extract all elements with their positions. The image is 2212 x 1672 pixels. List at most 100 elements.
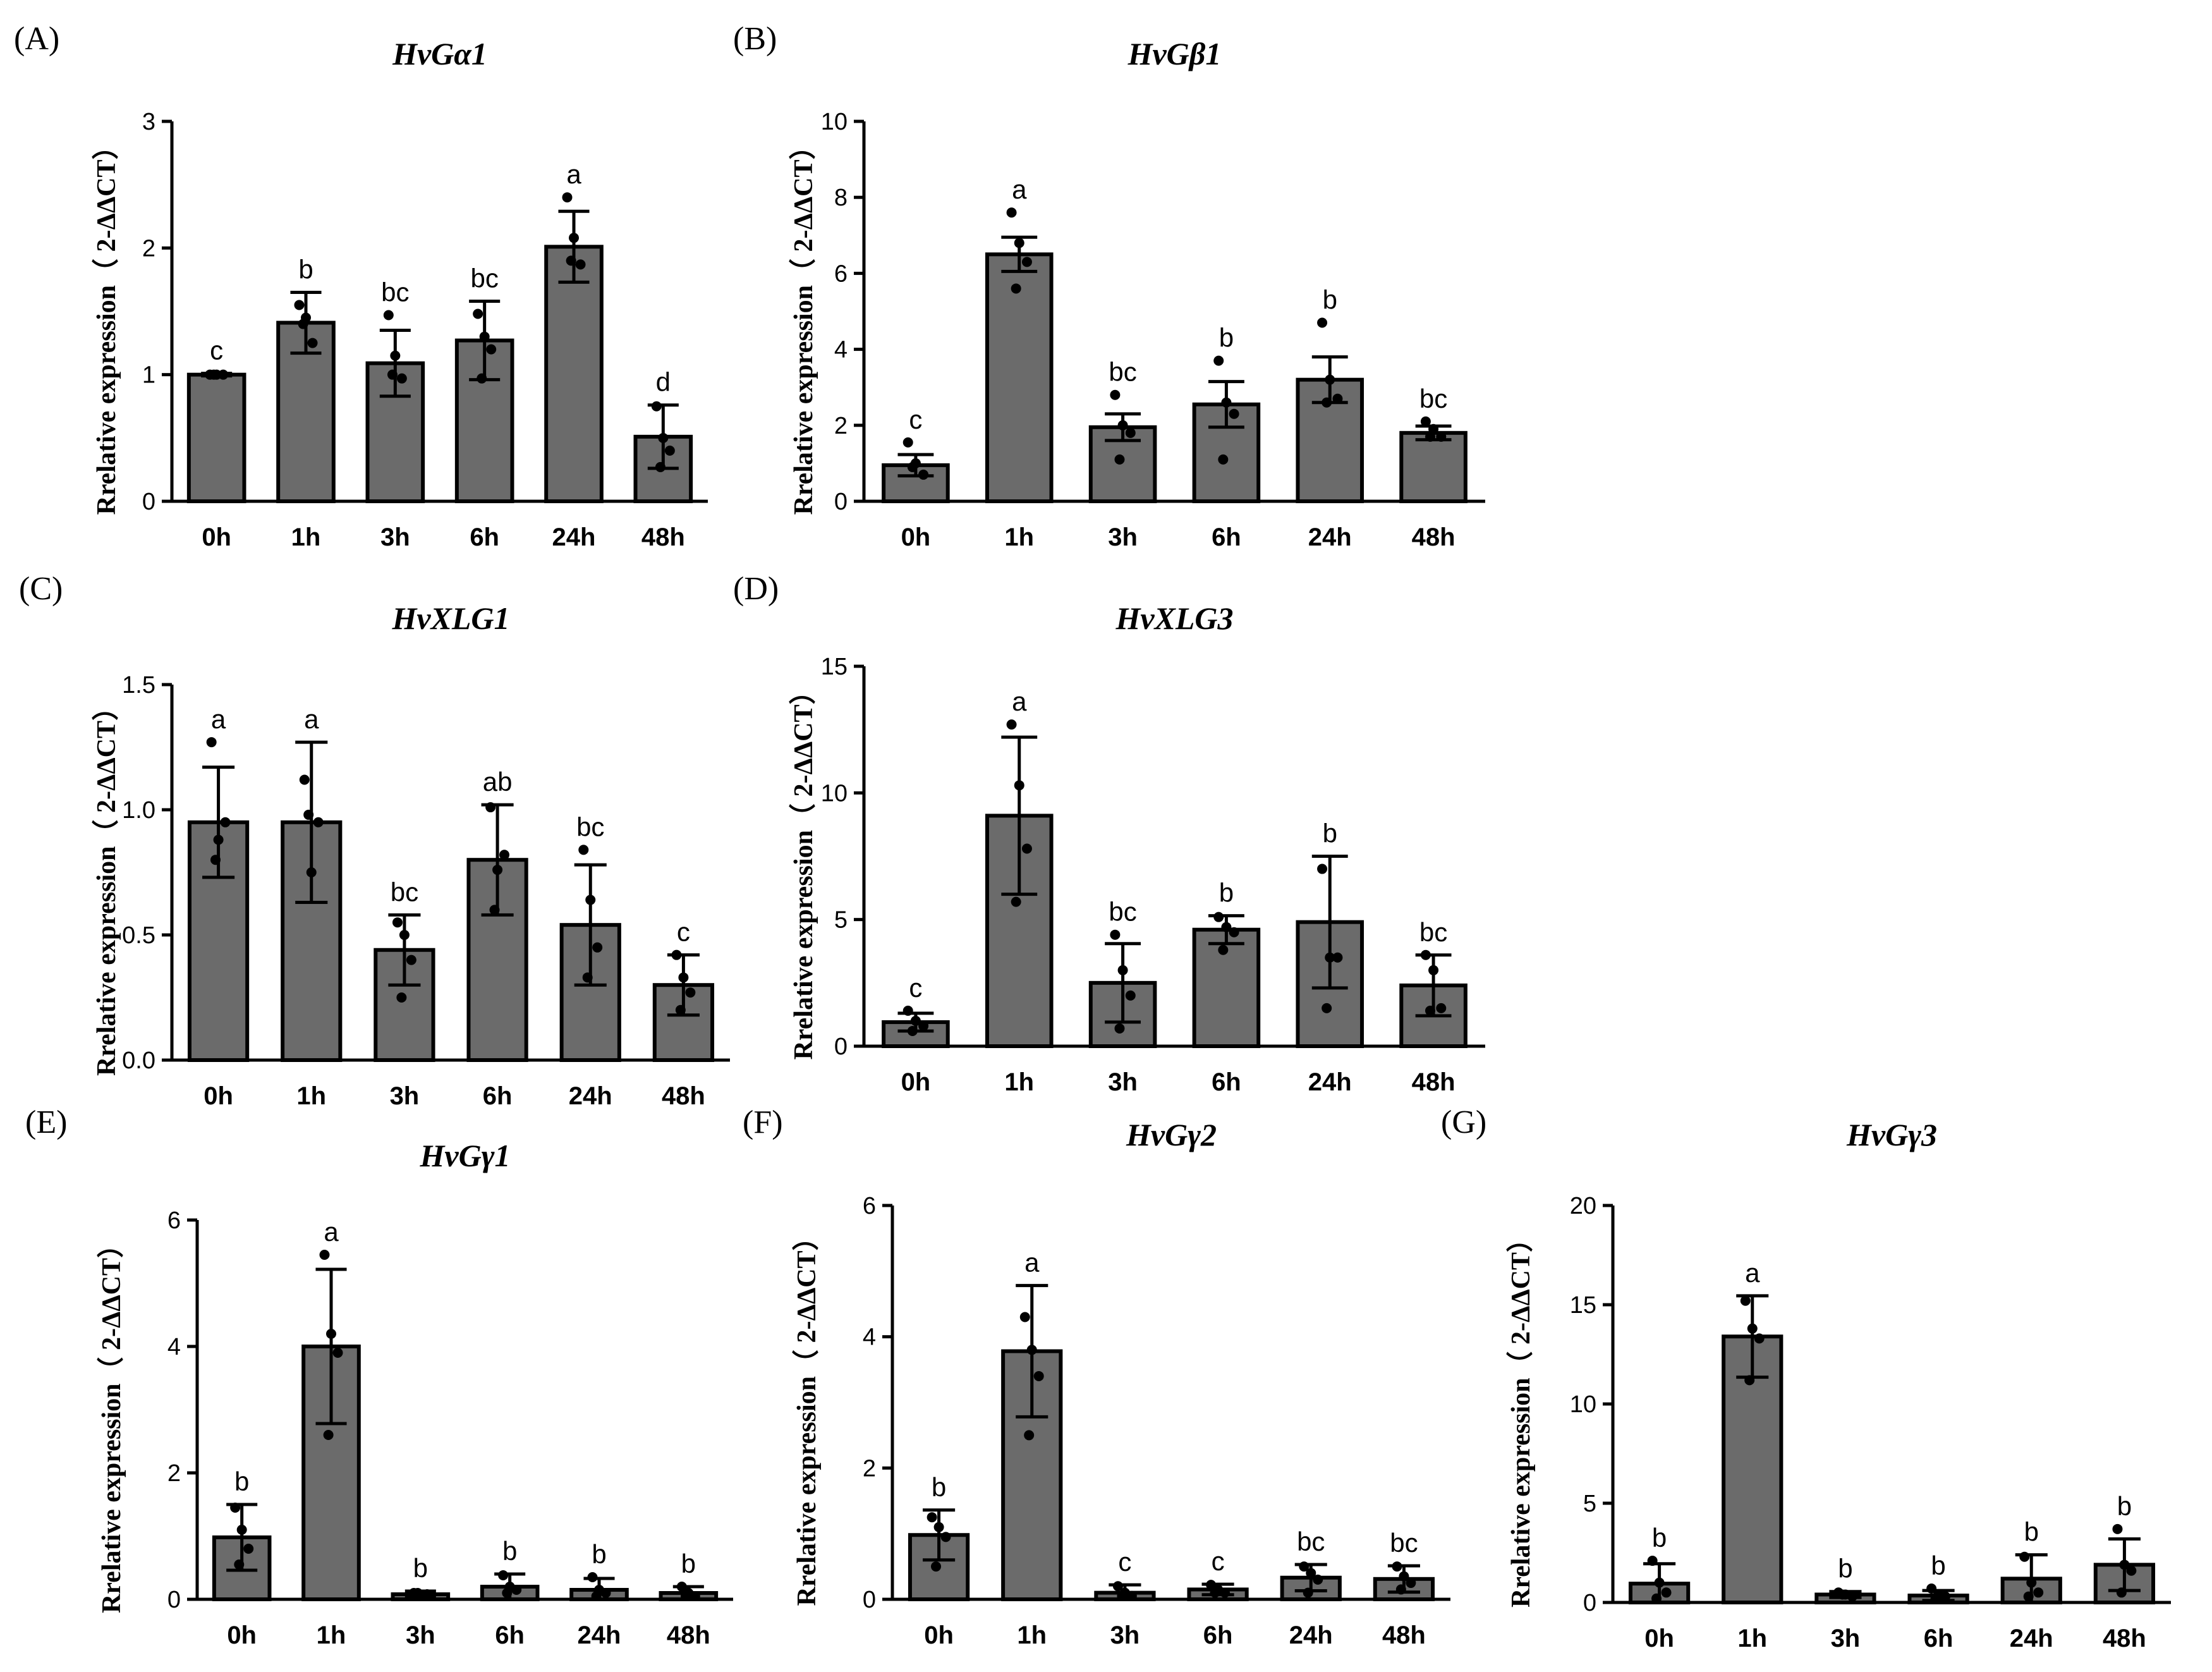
- data-point: [1325, 374, 1335, 385]
- data-point: [931, 1561, 942, 1572]
- bar-1h: [985, 252, 1054, 503]
- significance-letter: c: [677, 917, 690, 947]
- significance-letter: b: [502, 1536, 517, 1566]
- data-point: [2112, 1523, 2123, 1534]
- data-point: [569, 233, 579, 243]
- significance-letter: c: [210, 336, 223, 365]
- significance-letter: a: [566, 159, 581, 189]
- data-point: [1021, 843, 1032, 854]
- data-point: [236, 1525, 247, 1535]
- data-point: [230, 1503, 241, 1513]
- data-point: [902, 1005, 913, 1016]
- data-point: [477, 373, 487, 384]
- y-tick-label: 1.5: [122, 672, 155, 699]
- data-point: [2126, 1565, 2137, 1576]
- x-tick-label: 6h: [470, 523, 499, 551]
- x-tick-label: 6h: [483, 1082, 513, 1110]
- data-point: [1436, 1003, 1447, 1013]
- data-point: [1740, 1295, 1751, 1306]
- significance-letter: b: [1219, 323, 1234, 353]
- data-point: [485, 802, 496, 813]
- data-point: [479, 331, 490, 342]
- data-point: [651, 401, 662, 412]
- data-point: [1313, 1574, 1323, 1585]
- data-point: [933, 1522, 944, 1532]
- chart-title: HvGγ3: [1846, 1117, 1937, 1152]
- y-tick-label: 4: [167, 1334, 181, 1360]
- x-tick-label: 0h: [901, 1068, 931, 1096]
- x-tick-label: 1h: [317, 1621, 346, 1649]
- data-point: [396, 373, 407, 384]
- chart-title: HvGγ2: [1126, 1117, 1217, 1152]
- y-tick-label: 0: [142, 489, 155, 515]
- significance-letter: a: [211, 704, 226, 734]
- data-point: [1332, 393, 1343, 404]
- data-point: [575, 259, 586, 270]
- x-tick-label: 3h: [1108, 523, 1138, 551]
- data-point: [655, 461, 665, 472]
- data-point: [1126, 1590, 1137, 1601]
- data-point: [1837, 1589, 1848, 1600]
- x-tick-label: 3h: [1831, 1625, 1861, 1652]
- panel-label: (D): [733, 571, 779, 607]
- x-tick-label: 0h: [1644, 1625, 1674, 1652]
- data-point: [1014, 238, 1024, 248]
- data-point: [1110, 389, 1121, 400]
- significance-letter: c: [1118, 1547, 1131, 1577]
- data-point: [319, 1250, 330, 1260]
- significance-letter: d: [656, 367, 671, 397]
- data-point: [390, 350, 401, 361]
- data-point: [502, 1588, 513, 1598]
- data-point: [1011, 896, 1021, 907]
- y-tick-label: 0: [1583, 1590, 1596, 1616]
- x-tick-label: 3h: [406, 1621, 435, 1649]
- y-tick-label: 0: [834, 1034, 848, 1060]
- significance-letter: bc: [1390, 1528, 1418, 1558]
- data-point: [383, 310, 394, 320]
- x-tick-label: 24h: [2010, 1625, 2053, 1652]
- data-point: [1661, 1587, 1672, 1598]
- significance-letter: ab: [483, 767, 513, 796]
- x-tick-label: 24h: [1308, 1068, 1352, 1096]
- data-point: [685, 987, 696, 998]
- y-tick-label: 6: [863, 1193, 876, 1219]
- x-tick-label: 6h: [1924, 1625, 1954, 1652]
- x-tick-label: 0h: [204, 1082, 233, 1110]
- x-tick-label: 0h: [202, 523, 231, 551]
- significance-letter: a: [304, 704, 319, 734]
- data-point: [1847, 1591, 1857, 1602]
- data-point: [918, 469, 929, 480]
- data-point: [1213, 355, 1224, 366]
- y-tick-label: 4: [834, 337, 848, 363]
- data-point: [2116, 1587, 2127, 1598]
- y-axis-label: Rrelative expression（ 2-ΔΔCT）: [92, 133, 121, 515]
- data-point: [1647, 1556, 1658, 1566]
- significance-letter: bc: [381, 278, 409, 307]
- x-tick-label: 24h: [569, 1082, 612, 1110]
- panel-label: (E): [25, 1104, 67, 1140]
- significance-letter: b: [413, 1553, 428, 1583]
- chart-panel-a: (A) HvGα1 Rrelative expression（ 2-ΔΔCT） 0 1 2…: [14, 21, 708, 551]
- significance-letter: a: [1012, 686, 1027, 716]
- data-point: [1425, 431, 1436, 442]
- y-tick-label: 10: [821, 109, 848, 135]
- significance-letter: b: [1652, 1523, 1667, 1553]
- y-tick-label: 0.5: [122, 922, 155, 949]
- y-tick-label: 2: [863, 1455, 876, 1482]
- y-tick-label: 15: [821, 654, 848, 680]
- panel-label: (F): [743, 1104, 783, 1140]
- data-point: [566, 255, 576, 266]
- data-point: [940, 1532, 951, 1542]
- data-point: [678, 972, 689, 983]
- data-point: [2019, 1551, 2030, 1562]
- bar-48h: [1399, 430, 1468, 504]
- data-point: [313, 817, 324, 827]
- data-point: [1006, 207, 1017, 218]
- significance-letter: a: [1012, 174, 1027, 204]
- data-point: [1930, 1593, 1941, 1604]
- significance-letter: c: [909, 973, 922, 1003]
- data-point: [498, 1570, 509, 1580]
- x-tick-label: 48h: [2103, 1625, 2146, 1652]
- data-point: [326, 1329, 336, 1339]
